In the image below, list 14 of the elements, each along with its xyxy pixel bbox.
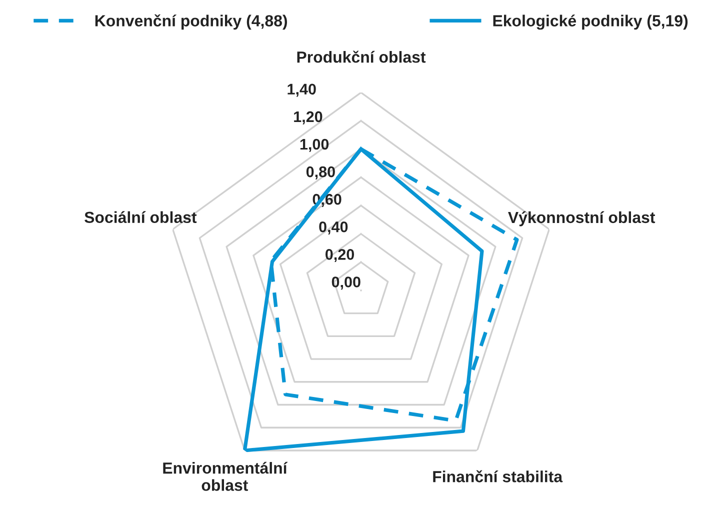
y-tick-label: 0,00 <box>332 276 360 290</box>
y-tick-label: 1,00 <box>300 138 329 152</box>
y-tick-label: 0,80 <box>306 166 335 180</box>
y-tick-label: 0,20 <box>326 249 354 262</box>
spoke-label: Produkční oblast <box>297 50 426 63</box>
spoke-label: Výkonnostní oblast <box>508 211 656 226</box>
spoke-label: Sociální oblast <box>84 211 197 224</box>
y-tick-label: 1,20 <box>294 111 322 124</box>
y-tick-label: 1,40 <box>288 84 316 97</box>
y-tick-label: 0,40 <box>319 221 348 235</box>
spoke-label: Environmentální oblast <box>163 462 288 491</box>
spoke-label: Finanční stabilita <box>433 470 563 482</box>
legend-label: Konvenční podniky (4,88) <box>95 14 288 30</box>
legend-label: Ekologické podniky (5,19) <box>493 14 688 30</box>
